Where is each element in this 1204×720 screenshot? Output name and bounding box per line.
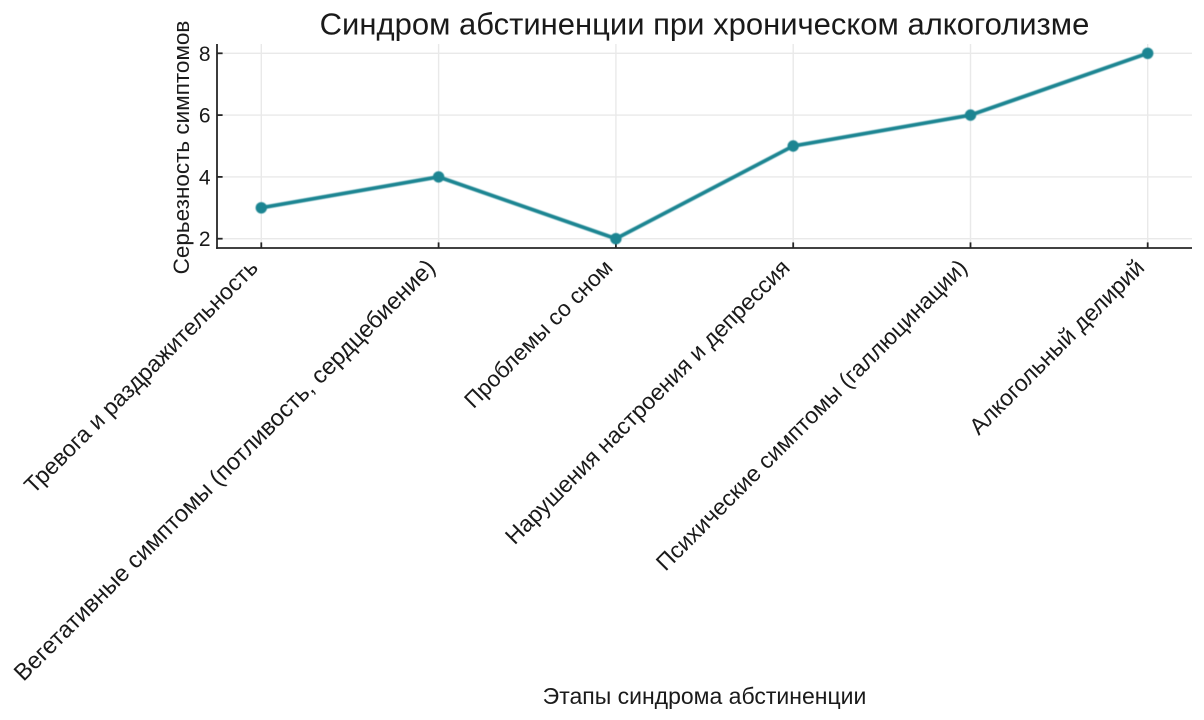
svg-text:8: 8 <box>199 43 211 66</box>
svg-text:6: 6 <box>199 105 211 128</box>
svg-text:Нарушения настроения и депресс: Нарушения настроения и депрессия <box>500 254 795 549</box>
svg-text:Проблемы со сном: Проблемы со сном <box>459 255 617 413</box>
svg-text:Вегетативные симптомы (потливо: Вегетативные симптомы (потливость, сердц… <box>9 255 441 687</box>
svg-text:4: 4 <box>199 166 211 189</box>
svg-text:Психические симптомы (галлюцин: Психические симптомы (галлюцинации) <box>651 254 972 575</box>
svg-text:2: 2 <box>199 228 211 251</box>
svg-text:Этапы синдрома абстиненции: Этапы синдрома абстиненции <box>543 683 867 709</box>
svg-text:Синдром абстиненции при хронич: Синдром абстиненции при хроническом алко… <box>320 6 1090 41</box>
svg-text:Алкогольный делирий: Алкогольный делирий <box>964 254 1149 439</box>
svg-text:Серьезность симптомов: Серьезность симптомов <box>169 21 194 275</box>
